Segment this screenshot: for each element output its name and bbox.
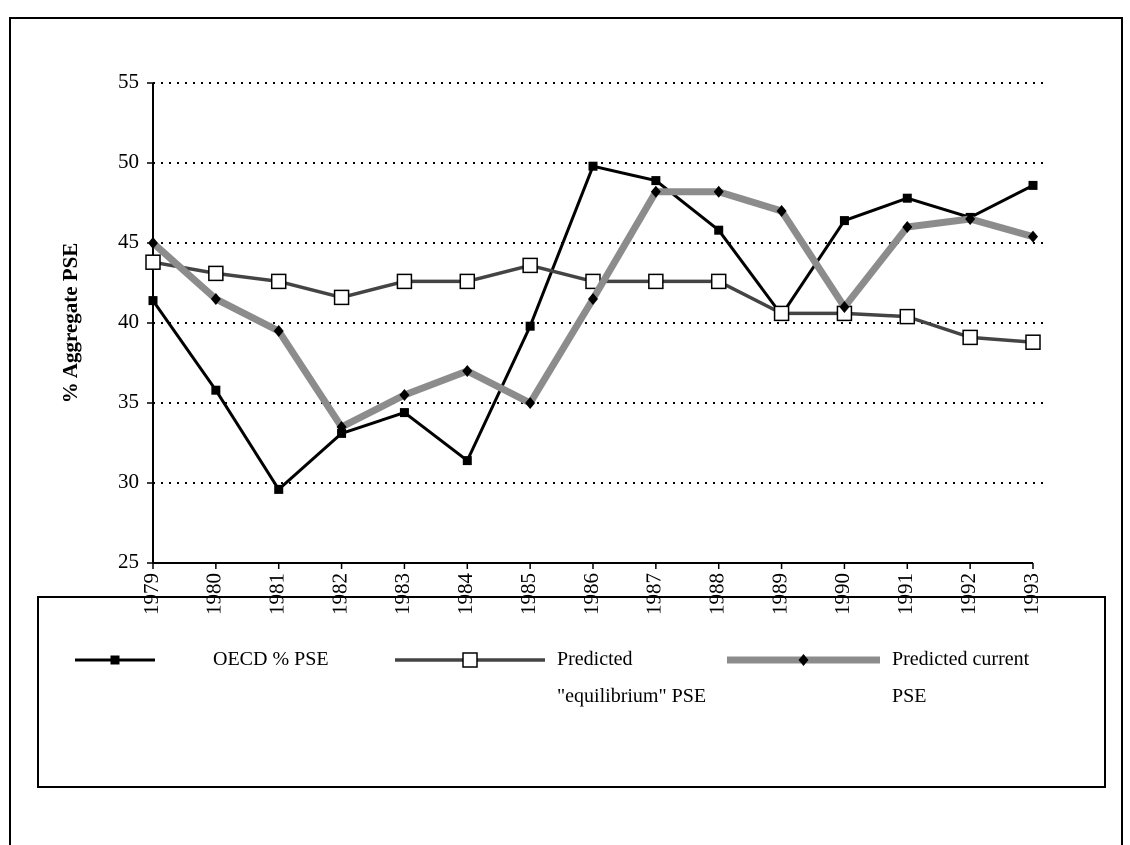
x-tick-label: 1984	[453, 573, 477, 616]
marker	[798, 654, 809, 666]
marker	[399, 408, 409, 418]
marker	[273, 325, 284, 337]
legend-label: OECD % PSE	[213, 648, 329, 670]
legend-text-box: Predicted current PSE	[892, 648, 1030, 707]
marker	[274, 484, 284, 494]
x-tick-label: 1993	[1019, 573, 1043, 615]
x-tick-label: 1986	[579, 573, 603, 615]
marker	[211, 385, 221, 395]
marker	[651, 176, 661, 186]
x-tick-label: 1985	[516, 573, 540, 615]
marker	[902, 221, 913, 233]
marker	[588, 161, 598, 171]
marker	[148, 296, 158, 306]
marker	[459, 273, 476, 290]
marker	[710, 273, 727, 290]
legend-text-box: Predicted "equilibrium" PSE	[557, 648, 707, 707]
legend-text-box: OECD % PSE	[213, 648, 329, 670]
series-line	[151, 164, 1034, 491]
y-axis-label: % Aggregate PSE	[58, 243, 82, 404]
legend-label: Predicted "equilibrium" PSE	[557, 648, 707, 707]
marker	[1025, 334, 1041, 350]
x-tick-label: 1990	[830, 573, 854, 615]
y-tick-label: 40	[118, 309, 139, 333]
marker	[839, 301, 850, 313]
x-tick-label: 1992	[956, 573, 980, 615]
x-tick-label: 1982	[327, 573, 351, 615]
marker	[962, 329, 978, 346]
marker	[208, 265, 224, 282]
marker	[839, 216, 849, 226]
marker	[210, 293, 221, 305]
y-tick-label: 45	[118, 229, 139, 253]
marker	[399, 389, 410, 401]
marker	[648, 273, 664, 290]
marker	[650, 185, 661, 198]
y-tick-label: 50	[118, 149, 139, 173]
legend-box	[37, 596, 1106, 788]
marker	[713, 185, 724, 198]
series	[145, 254, 1041, 350]
marker	[336, 421, 347, 433]
x-tick-label: 1991	[893, 573, 917, 615]
marker	[148, 237, 158, 249]
legend-item: Predicted current PSE	[727, 648, 1030, 707]
marker	[902, 193, 912, 203]
marker	[337, 428, 347, 438]
marker	[1028, 180, 1038, 190]
marker	[145, 254, 161, 270]
y-tick-label: 55	[118, 69, 139, 93]
legend-item: Predicted "equilibrium" PSE	[395, 648, 707, 707]
marker	[110, 655, 120, 665]
y-tick-label: 25	[118, 549, 139, 573]
marker	[965, 213, 976, 225]
marker	[462, 365, 473, 377]
x-tick-label: 1987	[642, 573, 666, 615]
marker	[525, 321, 535, 331]
marker	[462, 652, 478, 668]
x-tick-label: 1988	[705, 573, 729, 615]
marker	[396, 273, 413, 290]
marker	[462, 456, 472, 466]
marker	[899, 308, 916, 325]
y-tick-label: 35	[118, 389, 139, 413]
marker	[270, 273, 287, 290]
legend-item: OECD % PSE	[75, 648, 329, 670]
marker	[776, 205, 787, 217]
frame	[9, 17, 1123, 845]
series	[148, 161, 1038, 494]
x-tick-label: 1980	[202, 573, 226, 615]
marker	[333, 289, 350, 306]
x-tick-label: 1979	[139, 573, 163, 615]
x-tick-label: 1983	[390, 573, 414, 615]
x-tick-label: 1989	[767, 573, 791, 615]
series	[148, 185, 1038, 433]
x-tick-label: 1981	[265, 573, 289, 615]
marker	[773, 305, 790, 322]
marker	[522, 257, 538, 274]
marker	[1028, 230, 1038, 243]
legend-label: Predicted current PSE	[892, 648, 1030, 707]
marker	[714, 225, 724, 235]
y-tick-label: 30	[118, 469, 139, 493]
marker	[525, 397, 536, 409]
marker	[588, 293, 598, 305]
